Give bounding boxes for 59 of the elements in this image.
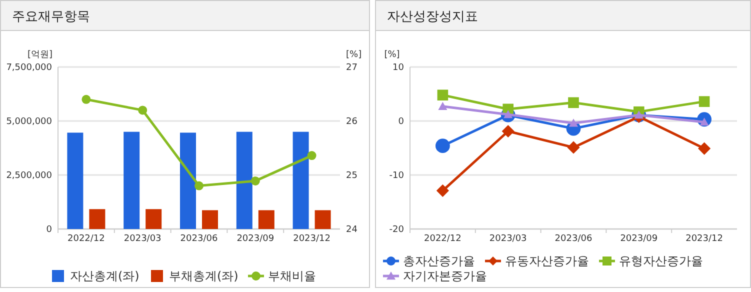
bar (258, 210, 274, 229)
point (194, 181, 204, 190)
point (502, 124, 514, 138)
y-axis-title: [%] (384, 50, 400, 60)
point (138, 106, 148, 115)
y-tick-label: 7,500,000 (6, 63, 52, 74)
y2-axis-title: [%] (346, 50, 362, 60)
point (567, 141, 580, 154)
bar (202, 210, 218, 229)
y2-tick-label: 25 (346, 171, 358, 182)
point (438, 102, 448, 110)
x-tick-label: 2023/09 (236, 234, 274, 244)
bar (314, 210, 331, 229)
point (436, 184, 449, 197)
y-tick-label: 5,000,000 (6, 117, 52, 128)
point (569, 118, 578, 127)
bar (292, 132, 309, 229)
legend-label: 부채총계(좌) (169, 269, 238, 284)
y-tick-label: 0 (46, 225, 52, 236)
chart-title: 자산성장성지표 (387, 10, 478, 25)
bar (67, 132, 84, 229)
y-tick-label: -10 (389, 171, 404, 182)
chart-title: 주요재무항목 (12, 10, 90, 25)
point (437, 90, 448, 100)
point (250, 176, 260, 186)
x-tick-label: 2023/03 (124, 234, 162, 244)
x-tick-label: 2022/12 (424, 234, 462, 244)
bar (124, 132, 140, 229)
y2-tick-label: 26 (346, 117, 358, 128)
y-tick-label: 2,500,000 (6, 171, 52, 182)
legend-label: 유동자산증가율 (505, 254, 589, 268)
x-tick-label: 2023/03 (489, 234, 527, 244)
x-tick-label: 2023/09 (620, 234, 658, 244)
legend-label: 유형자산증가율 (619, 254, 703, 268)
point (698, 142, 711, 155)
y-tick-label: -20 (389, 225, 404, 236)
point (568, 97, 579, 108)
point (82, 94, 91, 104)
legend-label: 총자산증가율 (403, 254, 475, 268)
bar (236, 132, 252, 229)
bar (146, 209, 162, 229)
point (307, 151, 316, 160)
point (698, 96, 710, 107)
x-tick-label: 2022/12 (68, 234, 105, 244)
x-tick-label: 2023/12 (686, 234, 723, 244)
x-tick-label: 2023/12 (293, 234, 330, 244)
y-tick-label: 0 (398, 117, 404, 128)
y2-tick-label: 24 (346, 225, 358, 236)
x-tick-label: 2023/06 (554, 234, 592, 244)
bar (89, 209, 106, 229)
legend-label: 부채비율 (268, 269, 316, 284)
y-tick-label: 10 (392, 63, 404, 74)
y-axis-title: [억원] (27, 50, 53, 60)
x-tick-label: 2023/06 (180, 234, 218, 244)
point (436, 138, 450, 154)
y2-tick-label: 27 (346, 63, 358, 74)
legend-label: 자기자본증가율 (403, 269, 487, 284)
legend-label: 자산총계(좌) (70, 269, 140, 284)
bar (180, 132, 196, 229)
